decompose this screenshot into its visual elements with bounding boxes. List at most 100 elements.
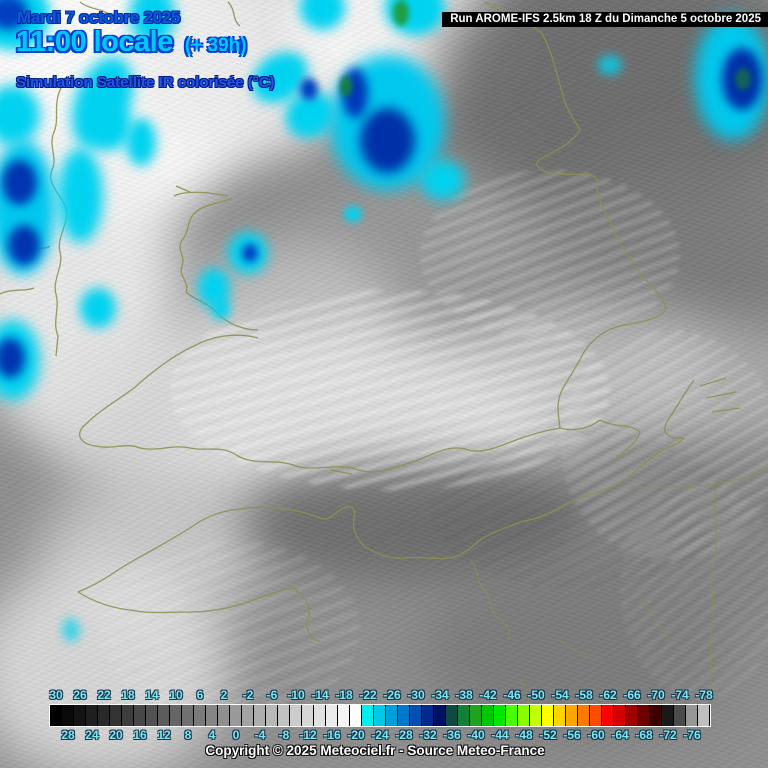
scale-cell — [614, 705, 626, 726]
scale-label: -74 — [671, 688, 689, 702]
border-line — [629, 467, 768, 701]
scale-label: 2 — [220, 688, 228, 702]
cold-cloud-cyan — [0, 85, 40, 145]
scale-cell — [686, 705, 698, 726]
model-run-bar: Run AROME-IFS 2.5km 18 Z du Dimanche 5 o… — [442, 12, 768, 27]
scale-label: 22 — [97, 688, 111, 702]
scale-label: 26 — [73, 688, 87, 702]
cold-cloud-green-core — [393, 0, 409, 26]
scale-cell — [650, 705, 662, 726]
scale-cell — [446, 705, 458, 726]
scale-cell — [350, 705, 362, 726]
scale-label: -54 — [551, 688, 569, 702]
scale-label: -24 — [371, 728, 389, 742]
scale-label: 12 — [157, 728, 171, 742]
scale-cell — [134, 705, 146, 726]
scale-label: -34 — [431, 688, 449, 702]
scale-label: 0 — [232, 728, 240, 742]
scale-label: -46 — [503, 688, 521, 702]
scale-cell — [698, 705, 710, 726]
scale-label: -32 — [419, 728, 437, 742]
scale-cell — [314, 705, 326, 726]
coast-ireland — [50, 85, 68, 357]
copyright-line: Copyright © 2025 Meteociel.fr - Source M… — [205, 743, 545, 758]
scale-cell — [554, 705, 566, 726]
scale-cell — [74, 705, 86, 726]
cold-cloud-cyan — [90, 105, 130, 150]
scale-cell — [278, 705, 290, 726]
cloud-mass — [130, 0, 360, 160]
cold-cloud-core — [242, 244, 258, 262]
wave-clouds — [620, 480, 768, 700]
cold-cloud-cyan — [344, 206, 362, 222]
scale-cell — [62, 705, 74, 726]
cold-cloud-cyan — [420, 160, 465, 200]
scale-label: 4 — [208, 728, 216, 742]
scale-cell — [242, 705, 254, 726]
cold-cloud-cyan — [300, 0, 345, 30]
cold-cloud-cyan — [276, 81, 344, 148]
scale-cell — [374, 705, 386, 726]
scale-cell — [254, 705, 266, 726]
scale-cell — [110, 705, 122, 726]
scale-cell — [398, 705, 410, 726]
scale-label: -14 — [311, 688, 329, 702]
scale-label: -28 — [395, 728, 413, 742]
cloud-mass — [0, 560, 230, 768]
wave-clouds — [430, 430, 730, 590]
scale-label: 20 — [109, 728, 123, 742]
scale-label: -68 — [635, 728, 653, 742]
cloud-mass — [620, 320, 768, 440]
cold-cloud-cyan — [598, 55, 622, 75]
scale-cell — [182, 705, 194, 726]
cold-cloud-core — [722, 48, 762, 110]
scale-label: -4 — [254, 728, 266, 742]
cold-cloud-cyan — [385, 0, 445, 35]
cloud-mass — [300, 170, 520, 310]
scale-label: -56 — [563, 728, 581, 742]
scale-cell — [230, 705, 242, 726]
scale-label: -2 — [242, 688, 254, 702]
cold-cloud-cyan — [228, 232, 268, 274]
scale-bar — [49, 704, 711, 727]
scale-cell — [206, 705, 218, 726]
cloud-band — [150, 330, 570, 500]
scale-labels-bottom: 28 24 20 16 12 8 4 0 -4 -8 -12 -16 -20 -24 -28 -32 -36 -4… — [0, 728, 768, 742]
scale-label: -40 — [467, 728, 485, 742]
scale-label: -58 — [575, 688, 593, 702]
cold-cloud-cyan — [0, 0, 50, 50]
cold-cloud-cyan — [80, 288, 116, 328]
scale-label: 8 — [184, 728, 192, 742]
map-subtitle: Simulation Satellite IR colorisée (°C) — [16, 74, 275, 91]
scale-label: -66 — [623, 688, 641, 702]
cold-cloud-core — [360, 108, 415, 173]
scale-cell — [626, 705, 638, 726]
scale-cell — [434, 705, 446, 726]
coast-continent — [519, 377, 741, 523]
scale-cell — [542, 705, 554, 726]
scale-cell — [470, 705, 482, 726]
coast-brittany-south — [77, 587, 321, 643]
scale-cell — [590, 705, 602, 726]
scale-cell — [386, 705, 398, 726]
scale-label: -6 — [266, 688, 278, 702]
scale-cell — [194, 705, 206, 726]
wave-clouds — [170, 290, 610, 490]
scale-label: -38 — [455, 688, 473, 702]
scale-label: 14 — [145, 688, 159, 702]
scale-label: -12 — [299, 728, 317, 742]
scale-label: 16 — [133, 728, 147, 742]
scale-cell — [662, 705, 674, 726]
scale-cell — [218, 705, 230, 726]
cold-cloud-cyan — [0, 140, 55, 275]
scale-cell — [518, 705, 530, 726]
cold-cloud-cyan — [242, 41, 318, 114]
scale-cell — [494, 705, 506, 726]
scale-label: -60 — [587, 728, 605, 742]
coast-normandy-brittany — [77, 506, 521, 593]
cloud-band — [480, 300, 720, 440]
cold-cloud-cyan — [695, 15, 768, 140]
cloud-mass — [40, 320, 300, 500]
scale-label: -62 — [599, 688, 617, 702]
